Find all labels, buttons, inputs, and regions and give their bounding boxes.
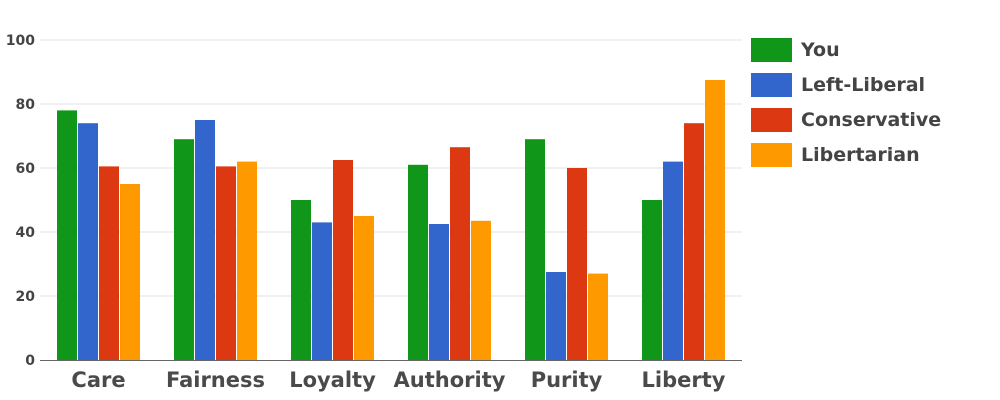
- bar-you-liberty: [642, 200, 662, 360]
- legend-label-libertarian: Libertarian: [801, 144, 920, 166]
- legend: You Left-Liberal Conservative Libertaria…: [751, 38, 941, 178]
- bar-conservative-fairness: [216, 166, 236, 360]
- bar-conservative-loyalty: [333, 160, 353, 360]
- y-tick-label: 60: [16, 161, 36, 177]
- x-tick-label-care: Care: [71, 368, 125, 392]
- x-tick-label-loyalty: Loyalty: [289, 368, 376, 392]
- bar-libertarian-care: [120, 184, 140, 360]
- bar-libertarian-purity: [588, 273, 608, 360]
- x-tick-label-fairness: Fairness: [166, 368, 265, 392]
- bar-libertarian-authority: [471, 220, 491, 360]
- legend-label-left-liberal: Left-Liberal: [801, 74, 926, 96]
- legend-swatch-you: [751, 38, 792, 62]
- bar-left-liberal-liberty: [663, 161, 683, 360]
- legend-item-libertarian: Libertarian: [751, 143, 941, 167]
- y-tick-label: 0: [25, 353, 35, 369]
- legend-item-left-liberal: Left-Liberal: [751, 73, 941, 97]
- bar-conservative-liberty: [684, 123, 704, 360]
- bar-conservative-authority: [450, 147, 470, 360]
- bar-left-liberal-fairness: [195, 120, 215, 360]
- legend-label-you: You: [801, 39, 840, 61]
- bar-you-purity: [525, 139, 545, 360]
- y-axis-ticks: 0 20 40 60 80 100: [6, 33, 35, 369]
- x-axis-ticks: Care Fairness Loyalty Authority Purity Libert…: [71, 368, 725, 392]
- bar-conservative-care: [99, 166, 119, 360]
- x-tick-label-purity: Purity: [531, 368, 603, 392]
- bar-libertarian-fairness: [237, 161, 257, 360]
- bar-left-liberal-loyalty: [312, 222, 332, 360]
- bar-left-liberal-authority: [429, 224, 449, 360]
- legend-swatch-left-liberal: [751, 73, 792, 97]
- legend-swatch-libertarian: [751, 143, 792, 167]
- y-tick-label: 100: [6, 33, 35, 49]
- bar-left-liberal-care: [78, 123, 98, 360]
- bar-you-loyalty: [291, 200, 311, 360]
- legend-label-conservative: Conservative: [801, 109, 942, 131]
- y-tick-label: 80: [16, 97, 36, 113]
- legend-item-conservative: Conservative: [751, 108, 941, 132]
- bars: [57, 80, 725, 361]
- bar-left-liberal-purity: [546, 272, 566, 360]
- legend-swatch-conservative: [751, 108, 792, 132]
- x-tick-label-liberty: Liberty: [642, 368, 726, 392]
- y-tick-label: 40: [16, 225, 36, 241]
- x-tick-label-authority: Authority: [394, 368, 506, 392]
- gridlines: [40, 39, 742, 297]
- bar-you-fairness: [174, 139, 194, 360]
- y-tick-label: 20: [16, 289, 36, 305]
- legend-item-you: You: [751, 38, 941, 62]
- bar-libertarian-loyalty: [354, 216, 374, 360]
- bar-you-authority: [408, 164, 428, 360]
- bar-conservative-purity: [567, 168, 587, 360]
- bar-libertarian-liberty: [705, 80, 725, 360]
- bar-you-care: [57, 110, 77, 361]
